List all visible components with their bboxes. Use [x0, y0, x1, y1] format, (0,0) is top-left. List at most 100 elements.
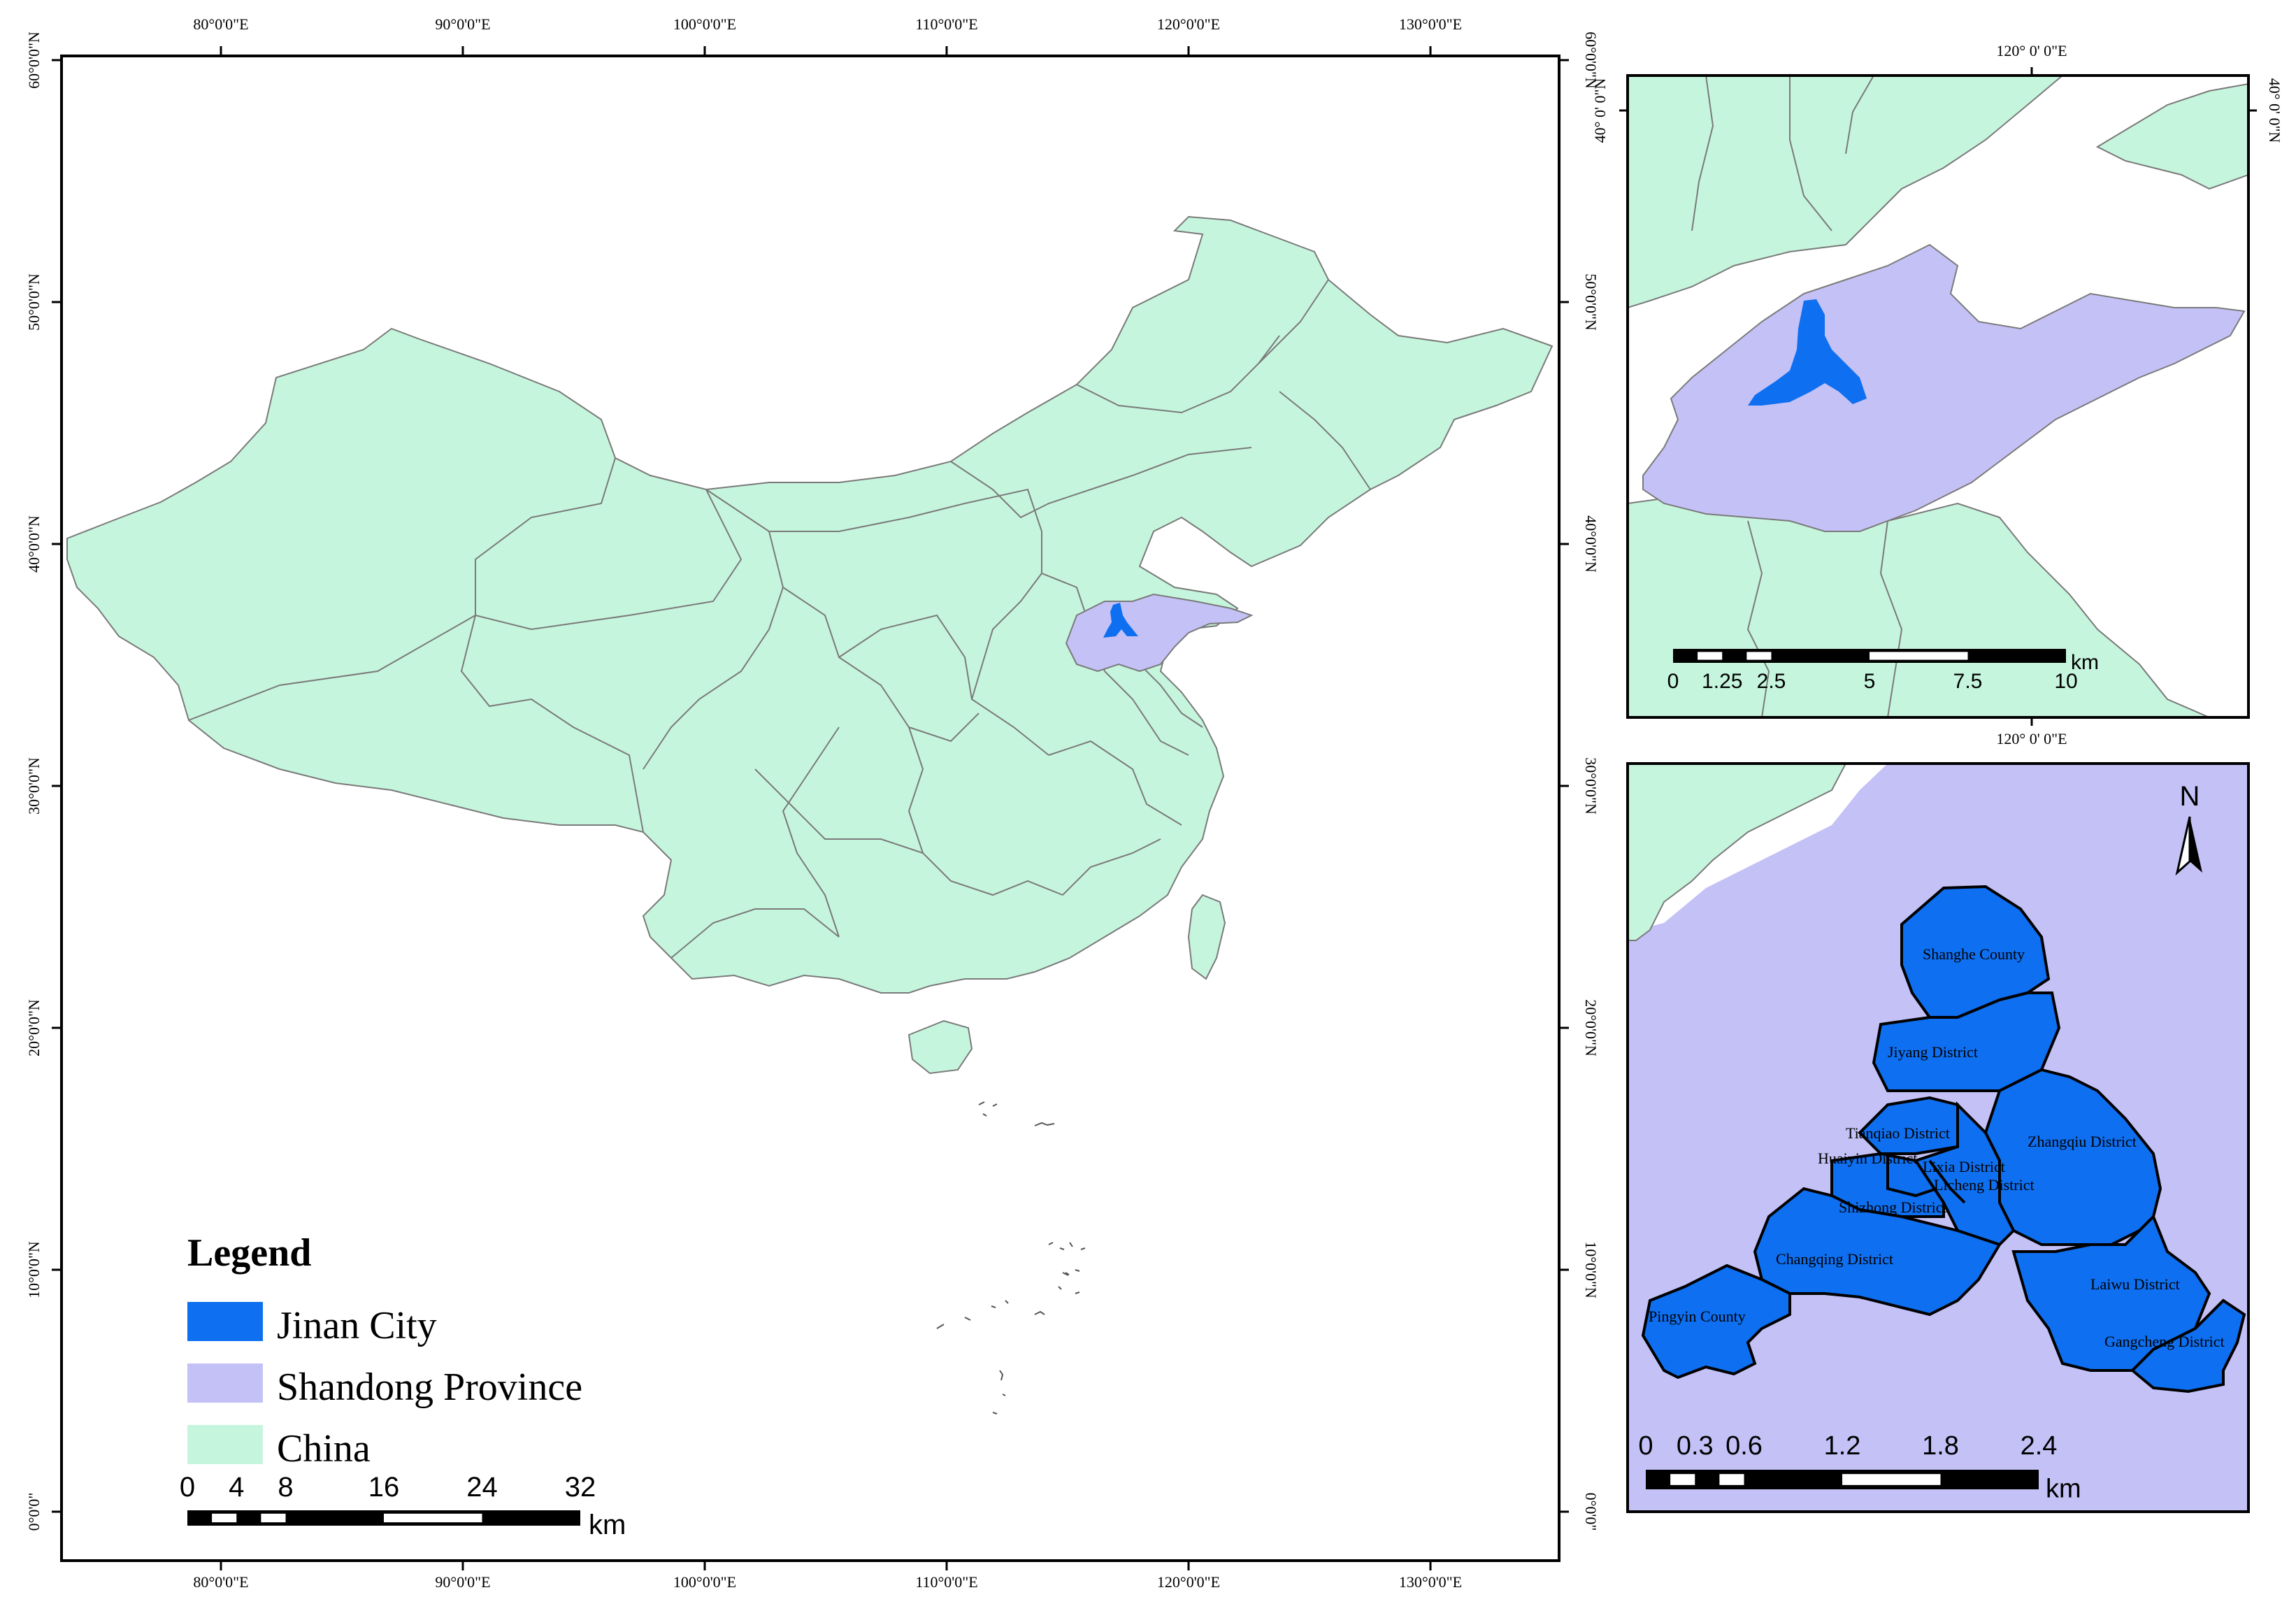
scalebar-segment [384, 1513, 482, 1523]
label-zhangqiu: Zhangqiu District [2028, 1133, 2137, 1150]
scalebar-tick-label: 1.25 [1702, 670, 1742, 693]
scalebar-segment [212, 1513, 237, 1523]
inset1-x-label-bottom: 120° 0' 0"E [1996, 730, 2067, 747]
jinan-city [1103, 603, 1138, 638]
district-pingyin [1641, 1263, 1791, 1380]
x-tick-label-top: 100°0'0"E [673, 15, 736, 33]
district-jiyang [1872, 991, 2061, 1092]
inset1-land-north [1628, 76, 2064, 309]
label-licheng: Licheng District [1934, 1176, 2035, 1194]
scalebar-tick-label: 0.6 [1725, 1431, 1763, 1461]
y-tick-label-right: 30°0'0"N [1582, 757, 1600, 815]
x-tick-label-top: 130°0'0"E [1399, 15, 1462, 33]
inset-shandong: 120° 0' 0"E 120° 0' 0"E 40° 0' 0"N 40° 0' 0… [1591, 42, 2283, 747]
district-labels: Shanghe County Jiyang District Tianqiao … [1649, 945, 2225, 1350]
legend-label-china: China [277, 1427, 371, 1470]
south-sea-islands [936, 1101, 1086, 1415]
inset1-jinan [1748, 299, 1867, 406]
scalebar-unit: km [2071, 651, 2099, 674]
x-tick-label-top: 110°0'0"E [915, 15, 977, 33]
scalebar-unit: km [589, 1510, 626, 1540]
north-label: N [2180, 781, 2200, 812]
y-tick-label-left: 60°0'0"N [25, 31, 43, 89]
x-tick-label-bottom: 120°0'0"E [1157, 1573, 1220, 1591]
scalebar-tick-label: 10 [2054, 670, 2077, 693]
scalebar-segment [1746, 652, 1772, 660]
y-tick-label-right: 50°0'0"N [1582, 273, 1600, 331]
label-shanghe: Shanghe County [1923, 945, 2025, 963]
scalebar-segment [261, 1513, 286, 1523]
y-tick-label-left: 50°0'0"N [25, 273, 43, 331]
scalebar-tick-label: 16 [368, 1472, 400, 1503]
x-tick-label-top: 80°0'0"E [193, 15, 248, 33]
main-map-graticule: 80°0'0"E 80°0'0"E 90°0'0"E 90°0'0"E 100°0'0"… [25, 15, 1600, 1591]
scalebar-segment [1698, 652, 1723, 660]
label-lixia: Lixia District [1923, 1158, 2005, 1175]
scalebar-tick-label: 5 [1864, 670, 1876, 693]
inset1-land-liaoning [2095, 83, 2248, 190]
scalebar-tick-label: 0 [1638, 1431, 1653, 1461]
y-tick-label-left: 20°0'0"N [25, 999, 43, 1057]
hainan-island [907, 1019, 973, 1075]
y-tick-label-right: 0°0'0" [1582, 1493, 1600, 1531]
inset1-graticule: 120° 0' 0"E 120° 0' 0"E 40° 0' 0"N 40° 0' 0… [1591, 42, 2283, 747]
y-tick-label-right: 40°0'0"N [1582, 515, 1600, 573]
inset2-scalebar: 0 0.3 0.6 1.2 1.8 2.4 km [1638, 1431, 2081, 1503]
scalebar-tick-label: 0 [1667, 670, 1679, 693]
label-changqing: Changqing District [1776, 1250, 1893, 1268]
scalebar-segment [1870, 652, 1968, 660]
y-tick-label-right: 10°0'0"N [1582, 1241, 1600, 1298]
label-shizhong: Shizhong District [1839, 1198, 1947, 1216]
y-tick-label-right: 20°0'0"N [1582, 999, 1600, 1057]
district-gangcheng [2130, 1298, 2246, 1394]
scalebar-tick-label: 1.8 [1922, 1431, 1959, 1461]
inset1-x-label-top: 120° 0' 0"E [1996, 42, 2067, 59]
x-tick-label-bottom: 90°0'0"E [435, 1573, 490, 1591]
scalebar-tick-label: 1.2 [1824, 1431, 1861, 1461]
legend-swatch-shandong [187, 1363, 263, 1403]
scalebar-tick-label: 7.5 [1953, 670, 1983, 693]
north-arrow-icon: N [2175, 781, 2202, 876]
y-tick-label-right: 60°0'0"N [1582, 31, 1600, 89]
legend-swatch-china [187, 1425, 263, 1464]
main-scalebar: 0 4 8 16 24 32 km [180, 1472, 626, 1540]
x-tick-label-top: 90°0'0"E [435, 15, 490, 33]
district-laiwu [2011, 1214, 2211, 1372]
x-tick-label-top: 120°0'0"E [1157, 15, 1220, 33]
label-gangcheng: Gangcheng District [2104, 1333, 2225, 1350]
label-pingyin: Pingyin County [1649, 1308, 1746, 1325]
label-tianqiao: Tianqiao District [1846, 1124, 1950, 1142]
map-legend: Legend Jinan City Shandong Province Chin… [187, 1231, 582, 1470]
label-huaiyin: Huaiyin District [1818, 1150, 1917, 1167]
legend-label-jinan: Jinan City [277, 1304, 437, 1347]
inset1-shandong [1642, 243, 2246, 532]
main-map: 80°0'0"E 80°0'0"E 90°0'0"E 90°0'0"E 100°0'0"… [25, 15, 1600, 1591]
inset1-y-label-right: 40° 0' 0"N [2266, 78, 2283, 143]
x-tick-label-bottom: 110°0'0"E [915, 1573, 977, 1591]
inset1-y-label-left: 40° 0' 0"N [1591, 78, 1609, 143]
jinan-districts [1641, 885, 2246, 1394]
scalebar-tick-label: 24 [466, 1472, 498, 1503]
scalebar-unit: km [2046, 1474, 2081, 1503]
taiwan-island [1187, 894, 1226, 980]
y-tick-label-left: 30°0'0"N [25, 757, 43, 815]
x-tick-label-bottom: 100°0'0"E [673, 1573, 736, 1591]
scalebar-tick-label: 32 [565, 1472, 596, 1503]
x-tick-label-bottom: 80°0'0"E [193, 1573, 248, 1591]
scalebar-segment [1670, 1474, 1695, 1485]
x-tick-label-bottom: 130°0'0"E [1399, 1573, 1462, 1591]
scalebar-tick-label: 2.5 [1757, 670, 1786, 693]
y-tick-label-left: 0°0'0" [25, 1493, 43, 1531]
label-laiwu: Laiwu District [2090, 1275, 2180, 1293]
legend-title: Legend [187, 1231, 311, 1275]
scalebar-tick-label: 0 [180, 1472, 195, 1503]
inset2-land [1628, 764, 1847, 941]
inset2-frame [1626, 762, 2250, 1513]
scalebar-tick-label: 4 [229, 1472, 244, 1503]
y-tick-label-left: 40°0'0"N [25, 515, 43, 573]
scalebar-tick-label: 0.3 [1677, 1431, 1714, 1461]
scalebar-segment [1842, 1474, 1941, 1485]
inset1-frame [1626, 74, 2250, 719]
label-jiyang: Jiyang District [1888, 1043, 1978, 1061]
